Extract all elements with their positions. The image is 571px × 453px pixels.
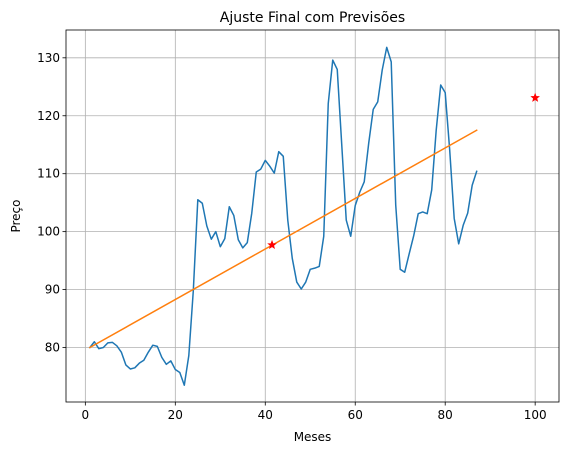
x-axis-label: Meses (294, 430, 332, 444)
x-tick-label: 100 (524, 408, 547, 422)
ticks: 0 20 40 60 80 100 80 90 100 110 120 130 (37, 51, 547, 422)
y-axis-label: Preço (9, 199, 23, 232)
y-tick-label: 80 (45, 341, 60, 355)
price-series-line (88, 46, 478, 386)
series-layer (88, 46, 478, 386)
forecast-star-marker (530, 92, 540, 102)
y-tick-label: 100 (37, 225, 60, 239)
forecast-markers (267, 92, 540, 250)
x-tick-label: 60 (348, 408, 363, 422)
y-tick-label: 90 (45, 283, 60, 297)
grid (66, 30, 559, 402)
plot-frame (65, 29, 560, 403)
x-tick-label: 0 (82, 408, 90, 422)
chart-title: Ajuste Final com Previsões (220, 10, 405, 26)
fit-trend-line (88, 129, 478, 349)
x-tick-label: 80 (438, 408, 453, 422)
y-tick-label: 110 (37, 167, 60, 181)
x-tick-label: 40 (258, 408, 273, 422)
y-tick-label: 130 (37, 51, 60, 65)
y-tick-label: 120 (37, 109, 60, 123)
x-tick-label: 20 (168, 408, 183, 422)
forecast-star-marker (267, 239, 277, 250)
